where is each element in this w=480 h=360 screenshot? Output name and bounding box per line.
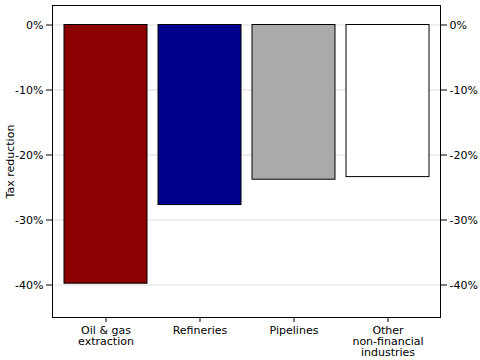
svg-text:0%: 0% xyxy=(26,19,43,32)
svg-text:0%: 0% xyxy=(450,19,467,32)
svg-text:Pipelines: Pipelines xyxy=(270,324,319,337)
svg-text:-40%: -40% xyxy=(450,279,478,292)
svg-text:-10%: -10% xyxy=(450,84,478,97)
svg-text:-30%: -30% xyxy=(15,214,43,227)
svg-text:-40%: -40% xyxy=(15,279,43,292)
svg-text:Tax reduction: Tax reduction xyxy=(4,125,17,200)
svg-text:Oil & gasextraction: Oil & gasextraction xyxy=(78,324,134,348)
svg-text:-20%: -20% xyxy=(15,149,43,162)
svg-text:-10%: -10% xyxy=(15,84,43,97)
svg-text:Othernon-financialindustries: Othernon-financialindustries xyxy=(352,324,423,359)
svg-text:-30%: -30% xyxy=(450,214,478,227)
svg-text:-20%: -20% xyxy=(450,149,478,162)
svg-text:Refineries: Refineries xyxy=(173,324,228,337)
